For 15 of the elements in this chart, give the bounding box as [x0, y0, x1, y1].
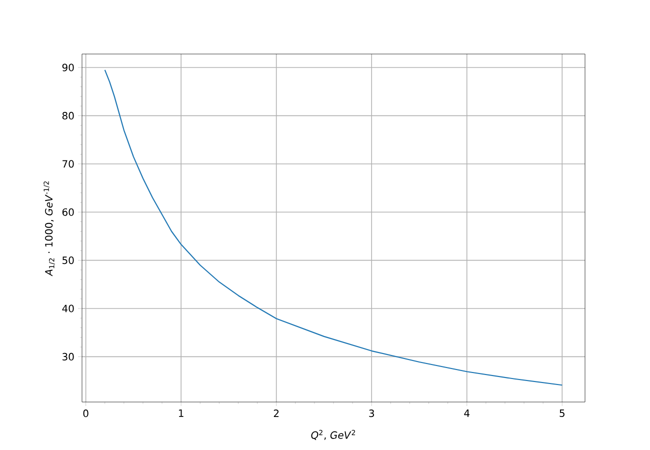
x-tick-label: 3 [369, 410, 374, 418]
x-tick-label: 0 [83, 410, 88, 418]
y-tick-label: 90 [62, 64, 74, 72]
y-tick-label: 60 [62, 208, 74, 216]
y-tick-label: 80 [62, 112, 74, 120]
x-axis-title: Q$^{2}$, GeV$^{2}$ [311, 430, 356, 440]
y-axis-title: A$_{1/2}$ · 1000, GeV$^{-1/2}$ [44, 181, 55, 276]
y-tick-label: 30 [62, 352, 74, 360]
x-tick-label: 2 [274, 410, 279, 417]
x-tick-label: 4 [464, 410, 470, 417]
y-tick-label: 40 [62, 304, 74, 312]
y-tick-label: 70 [62, 160, 74, 168]
x-tick-label: 1 [178, 410, 184, 417]
y-tick-label: 50 [62, 256, 74, 264]
x-tick-label: 5 [560, 410, 564, 417]
